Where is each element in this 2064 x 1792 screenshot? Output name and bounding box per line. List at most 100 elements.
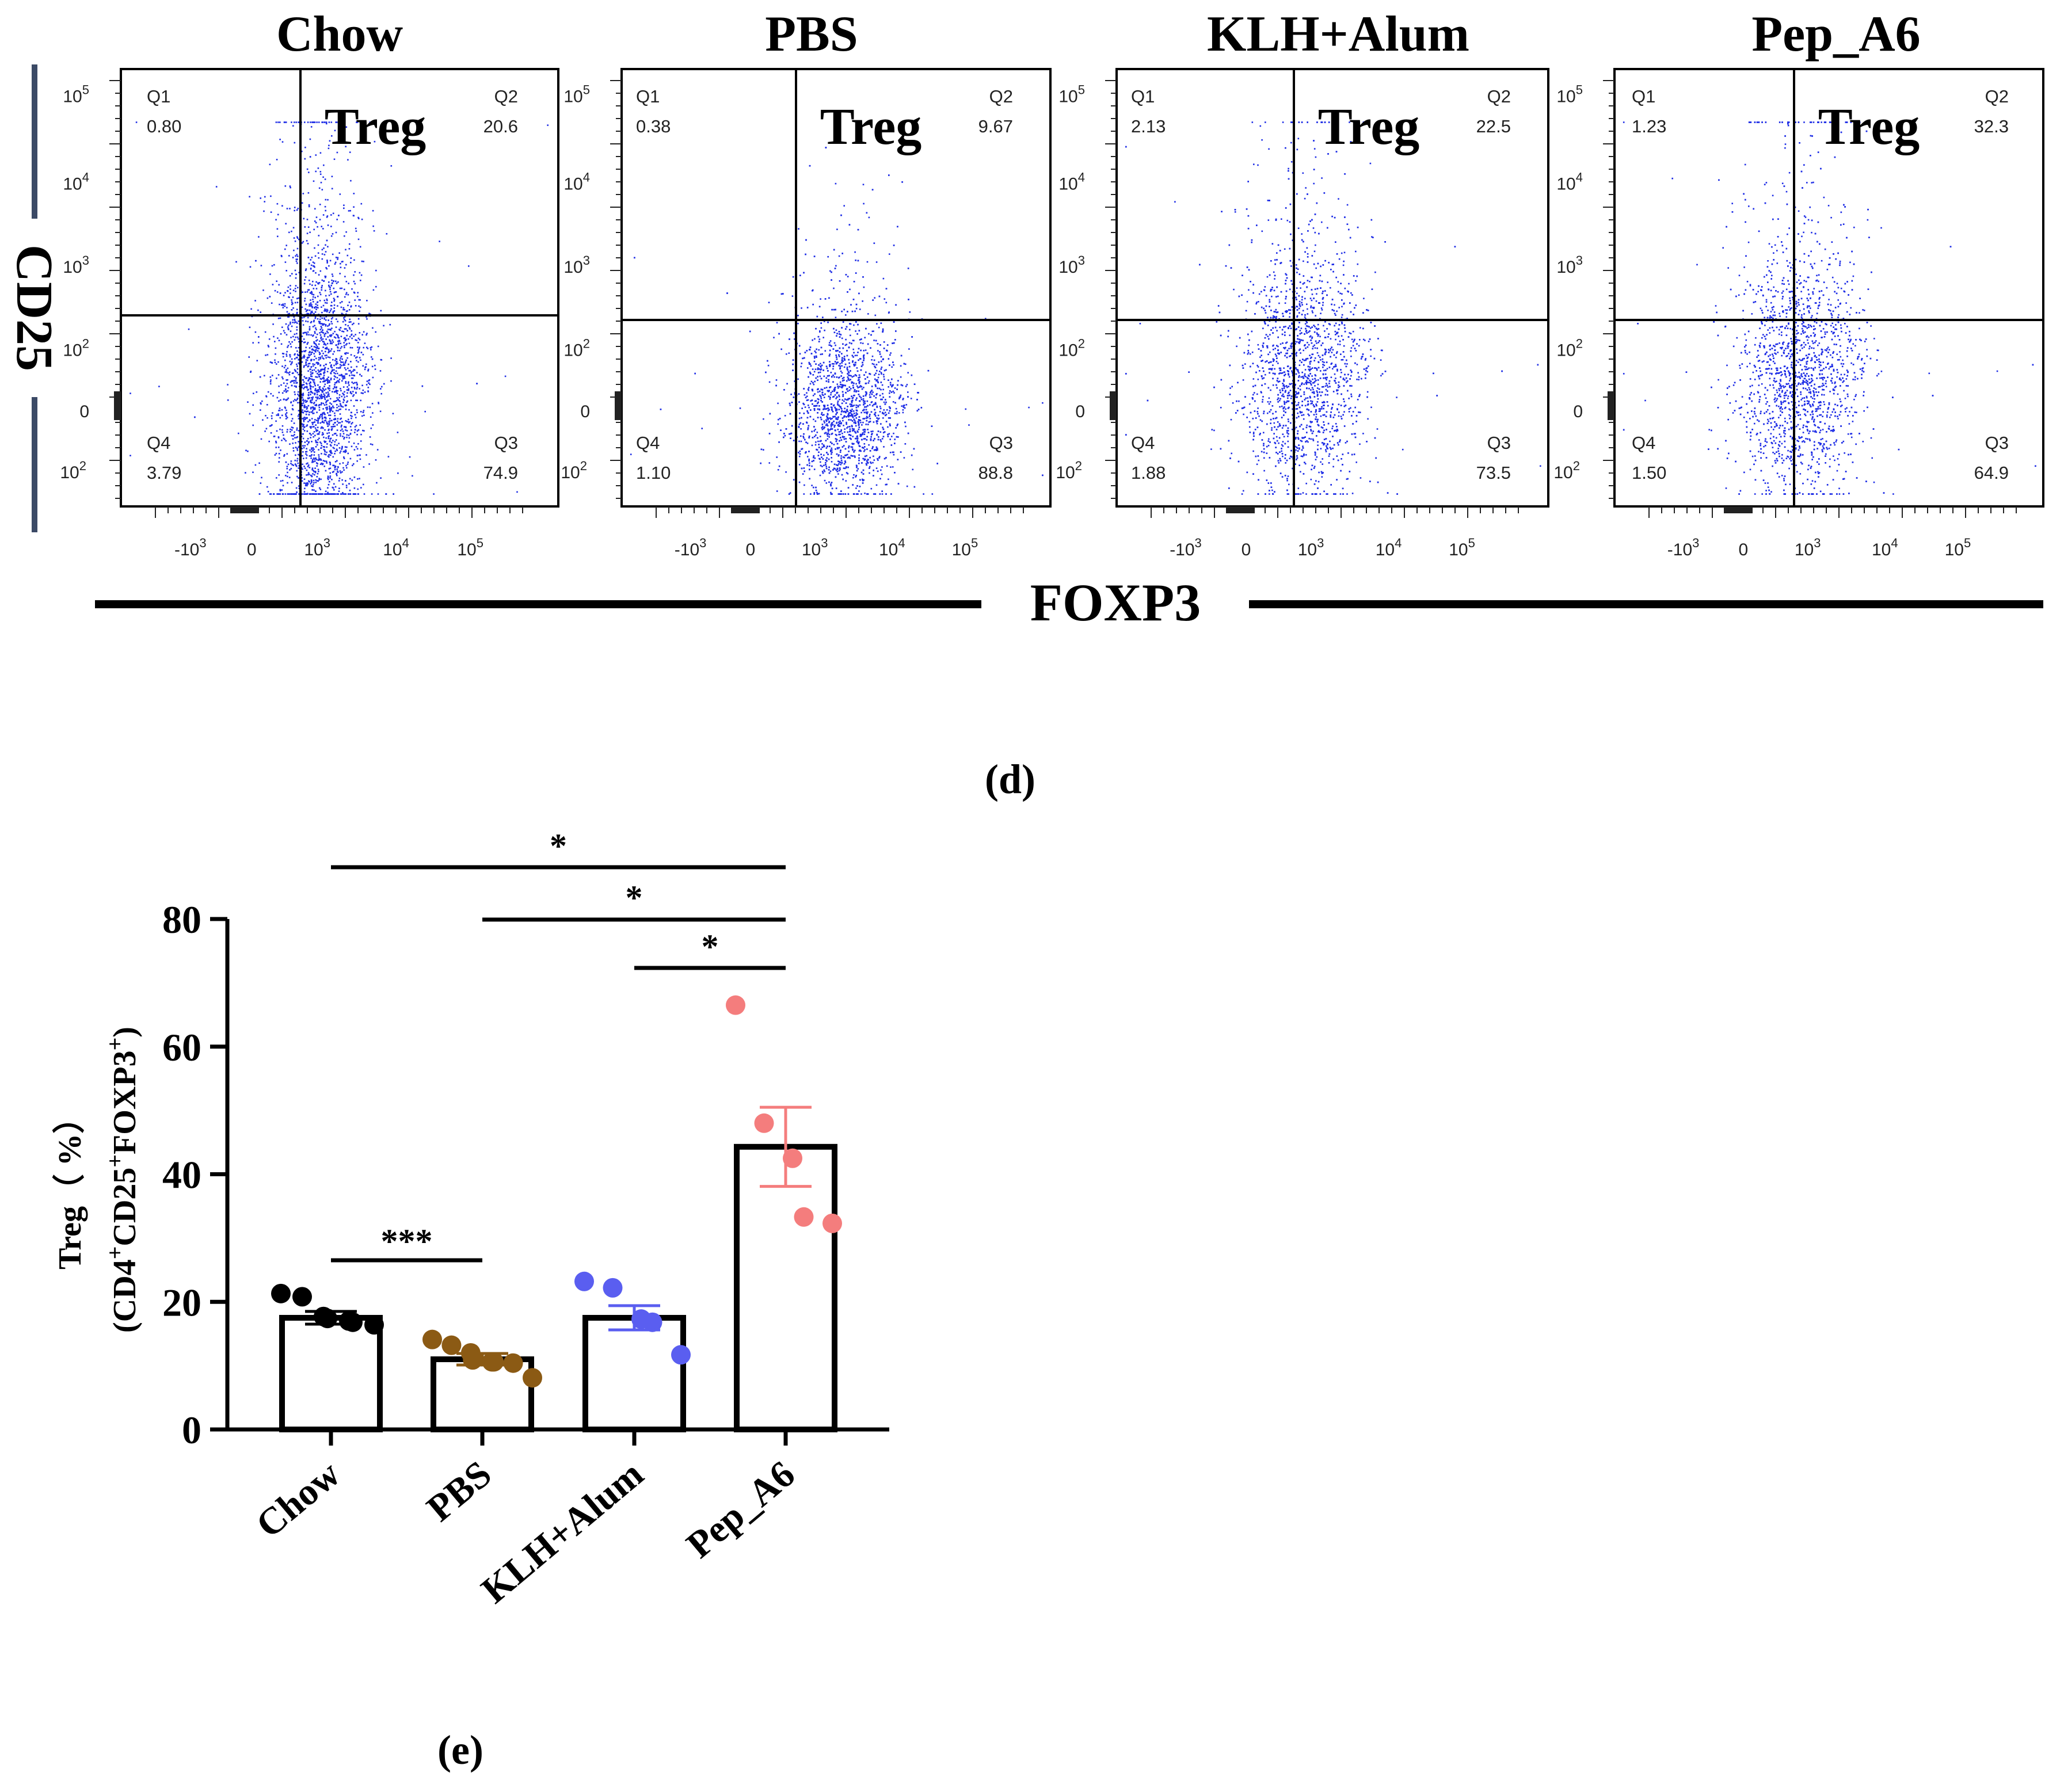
event-dot (276, 159, 278, 161)
event-dot (343, 317, 345, 319)
event-dot (920, 407, 923, 409)
event-dot (313, 482, 315, 484)
event-dot (801, 417, 802, 419)
event-dot (325, 251, 327, 253)
event-dot (809, 371, 811, 373)
event-dot (269, 381, 272, 383)
event-dot (306, 334, 308, 335)
event-dot (825, 387, 828, 388)
event-dot (314, 493, 316, 495)
event-dot (335, 439, 337, 441)
event-dot (281, 479, 284, 482)
event-dot (907, 391, 909, 393)
event-dot (321, 391, 323, 393)
event-dot (322, 388, 325, 390)
event-dot (827, 445, 828, 447)
event-dot (913, 486, 916, 488)
event-dot (854, 430, 856, 433)
event-dot (307, 483, 309, 485)
event-dot (298, 485, 300, 487)
event-dot (285, 353, 287, 355)
event-dot (831, 451, 833, 453)
event-dot (286, 417, 288, 418)
event-dot (821, 428, 824, 430)
event-dot (266, 404, 268, 406)
event-dot (775, 384, 777, 387)
event-dot (285, 270, 287, 272)
event-dot (869, 418, 871, 420)
event-dot (316, 480, 318, 482)
event-dot (834, 361, 836, 363)
event-dot (854, 354, 856, 357)
event-dot (365, 363, 367, 365)
event-dot (283, 390, 285, 392)
event-dot (291, 121, 292, 123)
event-dot (329, 462, 331, 464)
event-dot (329, 329, 331, 330)
event-dot (858, 490, 860, 492)
event-dot (889, 439, 891, 440)
event-dot (289, 360, 291, 363)
event-dot (325, 244, 326, 246)
event-dot (749, 330, 751, 333)
event-dot (336, 121, 337, 123)
event-dot (311, 460, 314, 462)
event-dot (850, 446, 852, 448)
event-dot (341, 261, 343, 263)
event-dot (806, 464, 808, 466)
event-dot (375, 459, 377, 461)
event-dot (322, 412, 323, 414)
event-dot (823, 469, 825, 471)
event-dot (318, 479, 320, 481)
event-dot (317, 304, 318, 306)
event-dot (821, 456, 822, 458)
event-dot (800, 435, 802, 437)
event-dot (799, 353, 801, 355)
event-dot (825, 462, 827, 464)
y-tick-base: 10 (63, 258, 82, 277)
event-dot (367, 368, 370, 371)
event-dot (334, 337, 337, 339)
event-dot (317, 396, 319, 398)
event-dot (329, 444, 332, 446)
event-dot (304, 410, 306, 412)
event-dot (876, 417, 878, 419)
event-dot (874, 403, 876, 405)
event-dot (342, 462, 344, 464)
event-dot (286, 350, 288, 353)
event-dot (820, 388, 822, 390)
event-dot (292, 322, 294, 323)
event-dot (917, 409, 920, 410)
event-dot (319, 416, 321, 418)
event-dot (835, 438, 837, 440)
event-dot (853, 405, 855, 406)
event-dot (296, 475, 298, 478)
event-dot (900, 365, 902, 367)
event-dot (768, 462, 771, 464)
event-dot (305, 401, 307, 403)
event-dot (841, 359, 843, 361)
event-dot (852, 414, 854, 416)
event-dot (862, 478, 863, 481)
event-dot (304, 350, 306, 353)
event-dot (893, 392, 895, 394)
event-dot (853, 375, 855, 377)
event-dot (825, 377, 828, 379)
event-dot (808, 458, 810, 460)
event-dot (353, 487, 356, 489)
event-dot (823, 408, 825, 410)
event-dot (358, 299, 360, 301)
event-dot (317, 318, 319, 320)
event-dot (355, 230, 357, 232)
event-dot (831, 345, 832, 347)
event-dot (309, 326, 311, 328)
event-dot (341, 428, 343, 430)
event-dot (319, 270, 322, 272)
event-dot (265, 428, 268, 430)
event-dot (318, 352, 321, 353)
event-dot (301, 480, 303, 482)
event-dot (323, 335, 326, 337)
event-dot (296, 368, 299, 370)
event-dot (873, 403, 875, 406)
event-dot (815, 327, 817, 330)
